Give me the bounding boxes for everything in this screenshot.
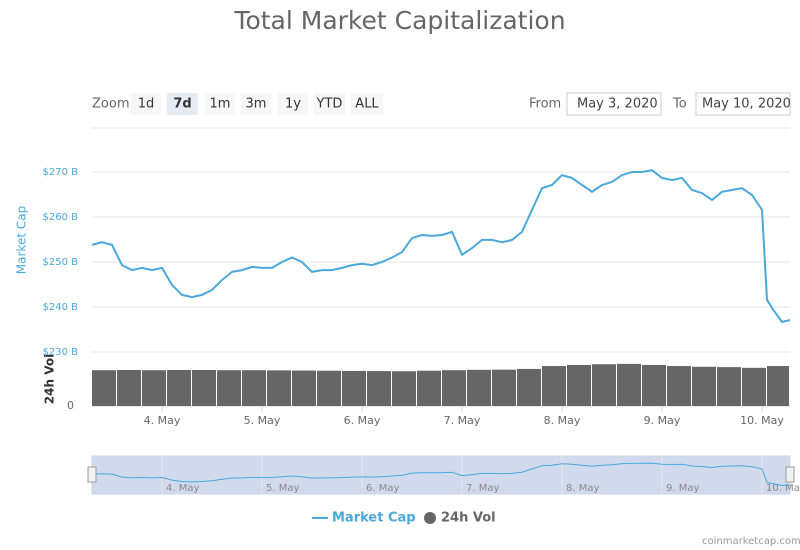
volume-bar — [342, 370, 366, 406]
legend-label[interactable]: 24h Vol — [441, 511, 496, 526]
volume-bar — [642, 364, 666, 406]
y2-axis-title: 24h Vol — [43, 354, 57, 404]
volume-bar — [417, 370, 441, 406]
volume-bar — [442, 370, 466, 406]
from-label: From — [529, 97, 561, 112]
x-tick-label: 8. May — [544, 414, 581, 427]
navigator-handle[interactable] — [785, 466, 795, 483]
volume-bar — [492, 369, 516, 406]
x-tick-label: 10. May — [740, 414, 784, 427]
legend-label[interactable]: Market Cap — [332, 511, 416, 526]
to-input[interactable] — [695, 92, 791, 116]
navigator-tick-label: 10. May — [766, 483, 800, 494]
x-tick-label: 4. May — [144, 414, 181, 427]
zoom-button[interactable] — [131, 93, 161, 115]
volume-bar — [167, 370, 191, 406]
zoom-button[interactable] — [167, 93, 198, 115]
navigator-tick-label: 6. May — [366, 483, 399, 494]
volume-bar — [567, 364, 591, 406]
navigator-tick-label: 8. May — [566, 483, 599, 494]
zoom-button-label[interactable]: 1y — [285, 97, 301, 112]
y-tick-label: $270 B — [43, 167, 79, 178]
zoom-button-label[interactable]: YTD — [316, 97, 343, 112]
volume-bar — [367, 371, 391, 406]
zoom-button[interactable] — [278, 93, 308, 115]
volume-bar — [667, 366, 691, 406]
volume-bar — [542, 366, 566, 406]
navigator-tick-label: 9. May — [666, 483, 699, 494]
zoom-button[interactable] — [314, 93, 345, 115]
chart-title: Total Market Capitalization — [233, 6, 565, 35]
volume-bar — [592, 364, 616, 406]
legend-symbol[interactable] — [424, 512, 436, 524]
volume-bar — [317, 370, 341, 406]
to-label: To — [672, 97, 687, 112]
navigator-tick-label: 5. May — [266, 483, 299, 494]
volume-bar — [117, 370, 141, 406]
volume-bar — [92, 370, 116, 406]
volume-bar — [767, 366, 789, 406]
volume-bar — [742, 367, 766, 406]
zoom-button-label[interactable]: 1m — [210, 97, 231, 112]
volume-bar — [717, 367, 741, 406]
volume-bar — [192, 370, 216, 406]
zoom-button-label[interactable]: 1d — [138, 97, 155, 112]
from-value[interactable]: May 3, 2020 — [577, 97, 658, 112]
credit: coinmarketcap.com — [702, 536, 800, 547]
x-tick-label: 5. May — [244, 414, 281, 427]
volume-bar — [467, 369, 491, 406]
y-tick-label: $260 B — [43, 212, 79, 223]
navigator-selection[interactable] — [91, 455, 791, 495]
y-tick-label: $240 B — [43, 302, 79, 313]
volume-bar — [217, 370, 241, 406]
y2-tick-label: 0 — [67, 399, 74, 412]
zoom-button-label[interactable]: 7d — [173, 97, 191, 112]
volume-bar — [617, 363, 641, 406]
to-value[interactable]: May 10, 2020 — [702, 97, 791, 112]
zoom-button-label[interactable]: ALL — [355, 97, 379, 112]
x-tick-label: 6. May — [344, 414, 381, 427]
y-tick-label: $250 B — [43, 257, 79, 268]
volume-bar — [267, 370, 291, 406]
volume-bar — [142, 370, 166, 406]
volume-bar — [392, 371, 416, 406]
navigator-line — [91, 462, 791, 487]
zoom-button[interactable] — [241, 93, 271, 115]
zoom-button[interactable] — [351, 93, 383, 115]
zoom-button[interactable] — [205, 93, 235, 115]
navigator-tick-label: 4. May — [166, 483, 199, 494]
volume-bar — [692, 366, 716, 406]
navigator-tick-label: 7. May — [466, 483, 499, 494]
y-axis-title: Market Cap — [15, 206, 29, 274]
volume-bar — [517, 368, 541, 406]
x-tick-label: 7. May — [444, 414, 481, 427]
y-tick-label: $230 B — [43, 347, 79, 358]
zoom-label: Zoom — [92, 97, 129, 112]
zoom-button-label[interactable]: 3m — [246, 97, 267, 112]
from-input[interactable] — [566, 92, 662, 116]
market-cap-line — [91, 169, 791, 324]
volume-bar — [242, 370, 266, 406]
volume-bar — [292, 370, 316, 406]
x-tick-label: 9. May — [644, 414, 681, 427]
navigator-handle[interactable] — [87, 466, 97, 483]
